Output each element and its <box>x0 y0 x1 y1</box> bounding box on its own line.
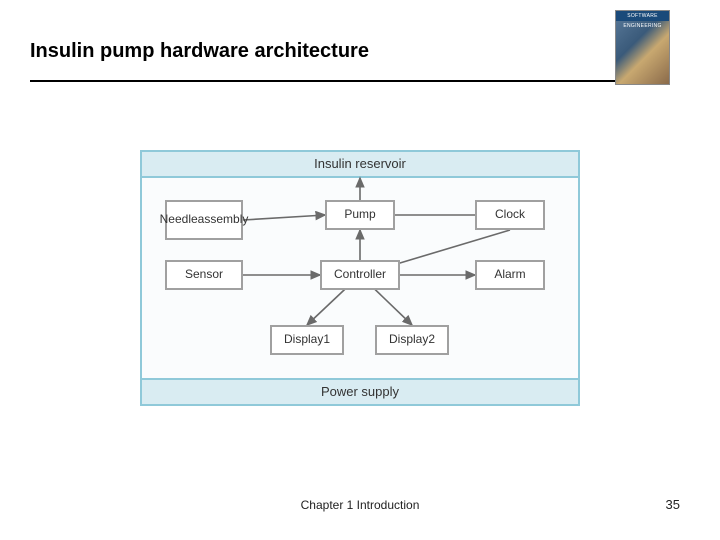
node-controller: Controller <box>320 260 400 290</box>
slide-header: Insulin pump hardware architecture <box>30 40 690 63</box>
architecture-diagram: Insulin reservoir Power supply Needleass… <box>140 150 580 410</box>
bottom-bar-label: Power supply <box>321 384 399 399</box>
book-cover-label: SOFTWARE ENGINEERING <box>616 11 669 21</box>
top-bar-label: Insulin reservoir <box>314 156 406 171</box>
footer-page-number: 35 <box>666 497 680 512</box>
node-needle: Needleassembly <box>165 200 243 240</box>
node-sensor: Sensor <box>165 260 243 290</box>
node-display2: Display2 <box>375 325 449 355</box>
book-cover-thumbnail: SOFTWARE ENGINEERING <box>615 10 670 85</box>
header-underline <box>30 80 640 82</box>
top-bar-reservoir: Insulin reservoir <box>140 150 580 178</box>
node-pump: Pump <box>325 200 395 230</box>
node-alarm: Alarm <box>475 260 545 290</box>
footer-chapter-text: Chapter 1 Introduction <box>0 498 720 512</box>
node-display1: Display1 <box>270 325 344 355</box>
slide-title: Insulin pump hardware architecture <box>30 40 690 63</box>
bottom-bar-power: Power supply <box>140 378 580 406</box>
node-clock: Clock <box>475 200 545 230</box>
